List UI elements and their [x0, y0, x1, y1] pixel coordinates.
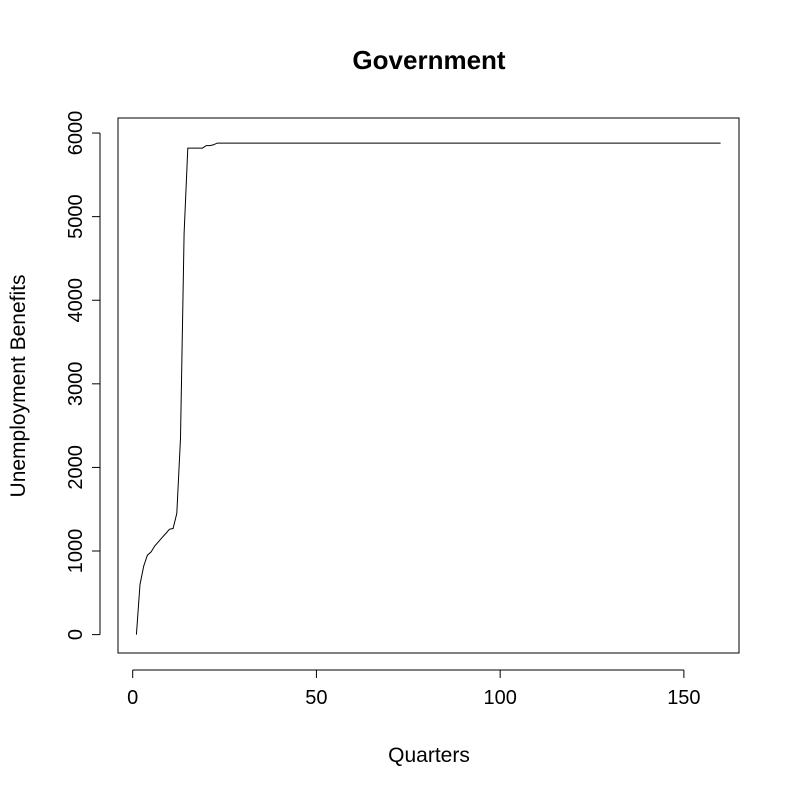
y-tick-label: 4000 [65, 278, 87, 323]
y-tick-label: 2000 [65, 445, 87, 490]
chart-title: Government [352, 45, 505, 75]
x-tick-label: 150 [667, 687, 700, 709]
plot-frame [117, 117, 740, 654]
y-axis: 0 1000 2000 3000 4000 5000 6000 [65, 111, 101, 640]
y-tick-label: 0 [65, 629, 87, 640]
y-tick-label: 6000 [65, 111, 87, 156]
y-tick-label: 1000 [65, 529, 87, 574]
y-tick-label: 3000 [65, 362, 87, 407]
x-tick-label: 100 [483, 687, 516, 709]
x-tick-label: 0 [127, 687, 138, 709]
series-line [135, 142, 721, 635]
y-axis-label: Unemployment Benefits [7, 275, 30, 498]
y-tick-label: 5000 [65, 194, 87, 239]
x-axis: 0 50 100 150 [127, 669, 701, 709]
x-tick-label: 50 [305, 687, 327, 709]
x-axis-label: Quarters [388, 744, 470, 767]
